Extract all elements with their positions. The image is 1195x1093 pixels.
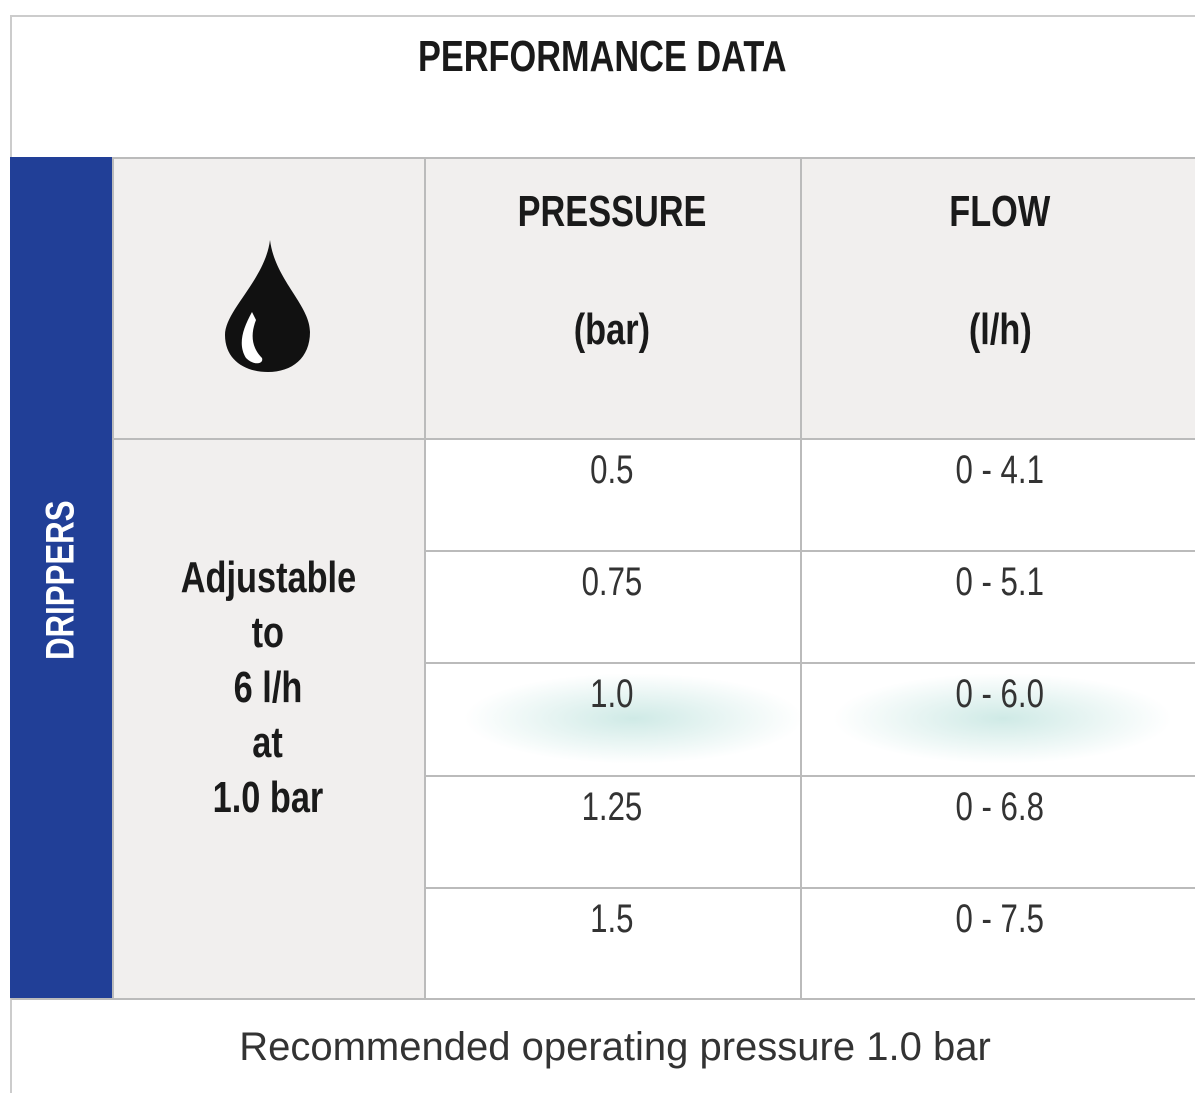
drop-icon <box>225 240 310 372</box>
description-text: 1.0 bar <box>212 773 324 822</box>
description-text: to <box>251 608 285 657</box>
description: Adjustable to 6 l/h at 1.0 bar <box>112 550 424 825</box>
header-text: (l/h) <box>968 305 1032 354</box>
flow-cell: 0 - 6.0 <box>800 672 1195 717</box>
flow-cell: 0 - 5.1 <box>800 560 1195 605</box>
flow-cell: 0 - 7.5 <box>800 897 1195 942</box>
description-text: 6 l/h <box>233 663 303 712</box>
row-line <box>424 550 1195 553</box>
description-line: to <box>112 605 424 660</box>
cell-text: 1.5 <box>590 896 634 941</box>
flow-cell: 0 - 6.8 <box>800 785 1195 830</box>
title: PERFORMANCE DATA <box>10 32 1195 82</box>
description-text: Adjustable <box>180 553 356 602</box>
pressure-header: PRESSURE (bar) <box>424 185 800 357</box>
col-line <box>424 157 426 998</box>
title-box <box>10 15 1195 157</box>
flow-cell: 0 - 4.1 <box>800 448 1195 493</box>
side-label: DRIPPERS <box>38 160 83 1001</box>
cell-text: 0.5 <box>590 448 634 492</box>
description-line: at <box>112 715 424 770</box>
description-cell <box>112 438 424 998</box>
cell-text: 0 - 6.0 <box>955 672 1045 717</box>
col-line <box>800 157 802 998</box>
row-line <box>424 662 1195 665</box>
cell-text: 0 - 5.1 <box>955 560 1045 605</box>
side-bar <box>10 157 112 998</box>
row-line <box>424 886 1195 889</box>
pressure-cell: 0.75 <box>424 560 800 605</box>
header-text: (bar) <box>573 305 651 354</box>
cell-text: 0 - 4.1 <box>955 448 1045 492</box>
title-text: PERFORMANCE DATA <box>418 32 787 81</box>
row-line <box>424 438 1195 440</box>
cell-text: 0 - 6.8 <box>955 784 1045 829</box>
pressure-cell: 1.5 <box>424 897 800 942</box>
pressure-cell: 0.5 <box>424 448 800 493</box>
cell-text: 1.25 <box>581 784 643 829</box>
footer-box <box>10 998 1195 1093</box>
description-line: 1.0 bar <box>112 770 424 825</box>
header-text: FLOW <box>949 187 1051 236</box>
footer: Recommended operating pressure 1.0 bar <box>239 1025 991 1069</box>
row-line <box>424 774 1195 777</box>
side-label-text: DRIPPERS <box>38 500 83 660</box>
description-line: 6 l/h <box>112 660 424 715</box>
header-text: PRESSURE <box>517 187 707 236</box>
pressure-cell: 1.0 <box>424 672 800 717</box>
pressure-cell: 1.25 <box>424 785 800 830</box>
description-text: at <box>252 718 284 767</box>
description-line: Adjustable <box>112 550 424 605</box>
cell-text: 1.0 <box>590 672 634 717</box>
cell-text: 0.75 <box>581 560 643 605</box>
flow-header: FLOW (l/h) <box>800 185 1195 357</box>
cell-text: 0 - 7.5 <box>955 896 1045 941</box>
highlight <box>426 662 1195 775</box>
